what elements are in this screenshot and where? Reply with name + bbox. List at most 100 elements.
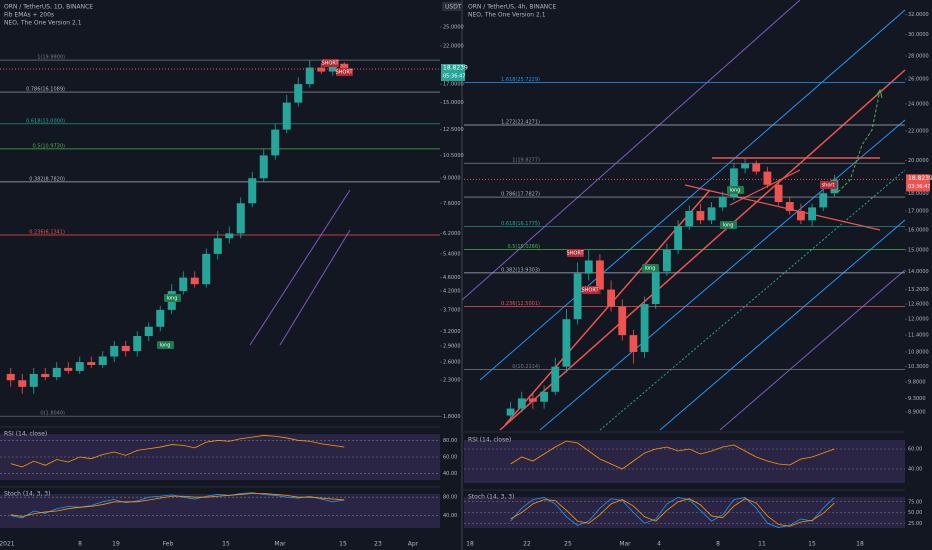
- candle-body: [305, 67, 314, 85]
- candle-body: [236, 203, 245, 234]
- candle-body: [596, 260, 604, 290]
- y-tick-label: 18.0000: [908, 191, 929, 197]
- y-tick-label: 26.0000: [908, 77, 929, 83]
- y-tick-label: 13.2000: [908, 287, 929, 293]
- pane-band: [0, 494, 440, 528]
- fib-label: 0.5(15.0266): [507, 244, 540, 250]
- candle-body: [6, 373, 15, 381]
- candle-body: [741, 163, 749, 169]
- signal-label: long: [167, 296, 178, 302]
- x-tick-label: 15: [222, 541, 230, 548]
- oscillator-line: [10, 435, 345, 468]
- fib-label: 0.786(16.1089): [26, 87, 65, 93]
- candle-body: [340, 63, 349, 70]
- candle-body: [707, 207, 716, 221]
- x-tick-label: 18: [856, 541, 864, 548]
- y-tick-label: 3.7000: [443, 307, 461, 313]
- candle-body: [328, 63, 337, 72]
- fib-label: 0.382(13.9303): [501, 267, 540, 273]
- y-tick-label: 17.0000: [443, 82, 464, 88]
- x-tick-label: 15: [339, 541, 347, 548]
- fib-label: 0.618(13.0000): [26, 118, 65, 124]
- pane-title: RSI (14, close): [4, 431, 47, 438]
- candle-body: [785, 202, 794, 212]
- fib-label: 1(19.9900): [37, 55, 65, 61]
- candle-body: [607, 289, 615, 307]
- candle-body: [674, 225, 682, 250]
- y-tick-label: 10.5000: [443, 153, 464, 159]
- x-tick-label: Mar: [619, 541, 631, 548]
- chart-title: ORN / TetherUS, 4h, BINANCE: [468, 4, 556, 11]
- pane-tick-label: 80.00: [443, 495, 457, 501]
- candle-body: [685, 211, 694, 226]
- y-tick-label: 4.2000: [443, 289, 461, 295]
- x-tick-label: 18: [466, 541, 474, 548]
- fib-label: 0.236(6.1341): [29, 230, 65, 236]
- indicator-label: Fib EMAs + 200s: [4, 12, 54, 19]
- pane-tick-label: 80.00: [443, 438, 457, 444]
- pane-title: Stoch (14, 3, 3): [4, 491, 50, 498]
- fib-label: 0.236(12.5001): [501, 301, 540, 307]
- y-tick-label: 1.8000: [443, 414, 461, 420]
- signal-badge: [642, 264, 659, 272]
- candle-body: [718, 196, 727, 208]
- x-tick-label: Apr: [408, 541, 419, 548]
- signal-badge: [157, 341, 174, 349]
- x-tick-label: 2021: [0, 541, 15, 548]
- pane-tick-label: 25.00: [908, 521, 922, 527]
- signal-label: long: [730, 188, 741, 194]
- signal-label: long: [723, 223, 734, 229]
- candle-body: [98, 356, 107, 365]
- candle-body: [640, 304, 649, 352]
- candle-body: [179, 277, 188, 292]
- indicator-label: NEO, The One Version 2.1: [4, 20, 82, 27]
- signal-badge: [582, 286, 599, 294]
- y-tick-label: 2.3000: [443, 378, 461, 384]
- pane-band: [464, 440, 905, 483]
- currency-label: USDT: [445, 4, 462, 11]
- candle-body: [763, 171, 772, 185]
- x-tick-label: 19: [112, 541, 120, 548]
- candle-body: [629, 335, 638, 352]
- candle-body: [29, 373, 38, 387]
- signal-badge: [820, 181, 837, 189]
- candle-body: [797, 211, 805, 221]
- x-tick-label: 23: [374, 541, 382, 548]
- fib-label: 0.618(16.1775): [501, 221, 540, 227]
- y-tick-label: 12.5000: [443, 127, 464, 133]
- candle-body: [540, 391, 548, 402]
- y-tick-label: 6.2000: [443, 231, 461, 237]
- fib-label: 0.382(8.7820): [29, 176, 65, 182]
- y-tick-label: 9.3000: [908, 396, 926, 402]
- pane-title: RSI (14, close): [468, 437, 511, 444]
- x-tick-label: 15: [808, 541, 816, 548]
- y-tick-label: 22.0000: [443, 43, 464, 49]
- y-tick-label: 4.6000: [443, 275, 461, 281]
- candle-body: [562, 319, 571, 367]
- y-tick-label: 9.8000: [908, 380, 926, 386]
- last-price-badge: [441, 63, 465, 81]
- signal-badge: [720, 221, 737, 229]
- signal-badge: [727, 186, 744, 194]
- candle-body: [573, 273, 582, 320]
- fib-label: 0(1.8040): [40, 411, 65, 417]
- y-tick-label: 12.0000: [908, 317, 929, 323]
- channel-lines: [249, 0, 906, 431]
- candle-body: [133, 336, 142, 352]
- y-tick-label: 7.6000: [443, 201, 461, 207]
- y-tick-label: 9.0000: [443, 176, 461, 182]
- x-tick-label: 11: [758, 541, 766, 548]
- candle-body: [584, 260, 593, 274]
- y-tick-label: 15.0000: [443, 100, 464, 106]
- pane-title: Stoch (14, 3, 3): [468, 494, 514, 501]
- y-tick-label: 5.4000: [443, 251, 461, 257]
- candle-body: [87, 362, 96, 365]
- signal-badge: [164, 294, 181, 302]
- y-tick-label: 15.0000: [908, 247, 929, 253]
- candle-body: [317, 67, 326, 72]
- candle-body: [18, 380, 27, 387]
- x-tick-label: Feb: [163, 541, 174, 548]
- pane-tick-label: 40.00: [908, 467, 922, 473]
- candle-body: [282, 102, 291, 130]
- y-tick-label: 16.0000: [908, 227, 929, 233]
